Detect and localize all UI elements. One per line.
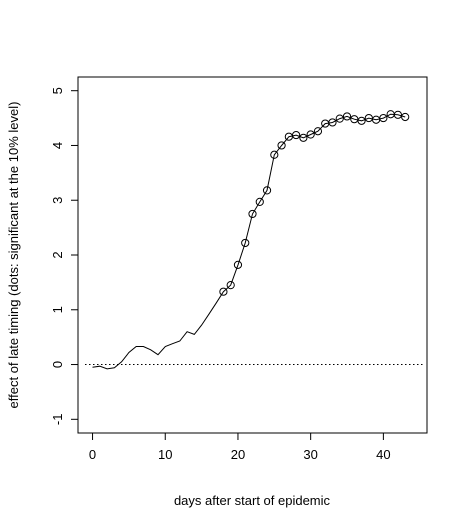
significant-point <box>328 118 337 127</box>
plot-frame <box>77 76 428 434</box>
significant-point <box>262 186 272 195</box>
x-tick-label: 40 <box>376 447 390 462</box>
y-axis-title: effect of late timing (dots: significant… <box>6 102 21 409</box>
significant-point <box>226 281 235 290</box>
significant-point <box>233 260 243 269</box>
significant-point <box>401 112 410 122</box>
significant-point <box>219 287 228 296</box>
significant-point <box>306 130 315 139</box>
effect-line <box>92 113 406 370</box>
y-tick-label: 0 <box>50 361 65 368</box>
significant-point <box>379 113 388 123</box>
significant-point <box>335 114 344 123</box>
significant-point <box>299 133 308 142</box>
significant-point <box>255 197 264 206</box>
x-tick-label: 10 <box>158 447 172 462</box>
significant-point <box>292 130 301 140</box>
significant-point <box>241 238 250 248</box>
x-tick-label: 0 <box>89 447 96 462</box>
significant-point <box>313 127 323 136</box>
y-tick-label: 2 <box>50 251 65 258</box>
y-tick-label: 5 <box>50 87 65 94</box>
significant-point <box>277 141 286 150</box>
significant-point <box>357 116 366 125</box>
y-tick-label: 1 <box>50 306 65 313</box>
significant-point <box>342 112 352 121</box>
significant-point <box>248 209 257 219</box>
x-tick-label: 20 <box>231 447 245 462</box>
significant-point <box>393 110 403 119</box>
significant-point <box>270 150 279 159</box>
y-tick-label: -1 <box>50 414 65 426</box>
y-tick-label: 4 <box>50 142 65 149</box>
y-tick-label: 3 <box>50 197 65 204</box>
x-axis-title: days after start of epidemic <box>174 493 331 508</box>
x-tick-label: 30 <box>303 447 317 462</box>
